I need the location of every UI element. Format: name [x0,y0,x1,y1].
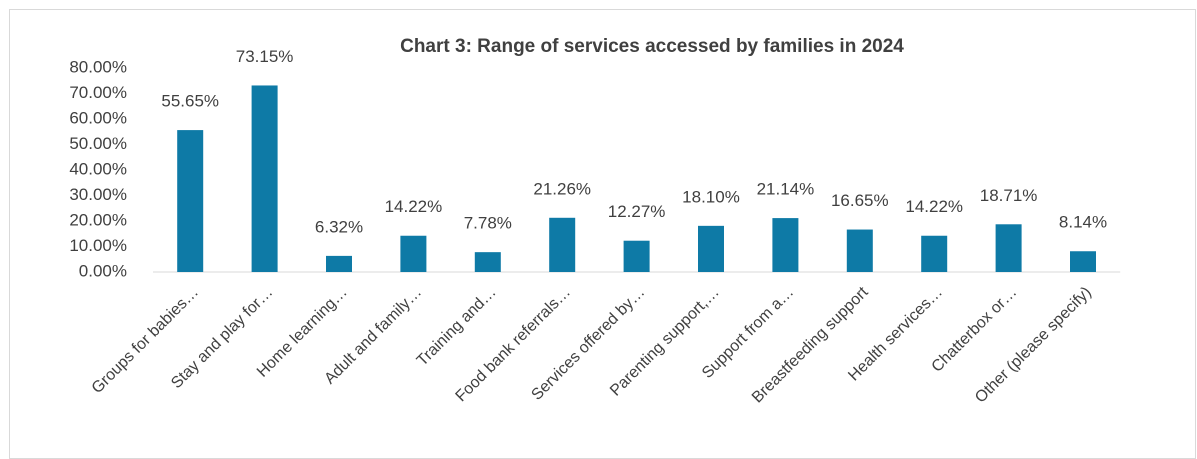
bar [549,217,576,272]
y-tick-label: 0.00% [79,261,127,280]
data-label: 12.27% [608,202,666,221]
bar [995,224,1022,272]
data-label: 6.32% [315,217,363,236]
bar [400,235,427,272]
data-label: 16.65% [831,191,889,210]
bar [326,255,352,272]
bar [623,240,650,272]
data-label: 18.71% [980,186,1038,205]
bar [251,85,278,272]
y-tick-label: 80.00% [69,57,127,76]
data-label: 7.78% [464,214,512,233]
data-label: 73.15% [236,47,294,66]
y-tick-label: 30.00% [69,185,127,204]
data-label: 21.14% [757,180,815,199]
bar [1070,251,1096,272]
bar [698,225,724,272]
bar [772,218,799,272]
y-tick-label: 40.00% [69,159,127,178]
bar [921,235,948,272]
y-tick-label: 50.00% [69,134,127,153]
y-tick-label: 70.00% [69,83,127,102]
data-label: 21.26% [533,179,591,198]
data-label: 14.22% [385,197,443,216]
bar [846,229,873,272]
data-label: 55.65% [161,92,219,111]
data-label: 8.14% [1059,213,1107,232]
bar [177,130,204,272]
chart-title: Chart 3: Range of services accessed by f… [400,36,904,57]
y-tick-label: 20.00% [69,210,127,229]
data-label: 14.22% [905,197,963,216]
y-tick-label: 10.00% [69,236,127,255]
y-tick-label: 60.00% [69,108,127,127]
data-label: 18.10% [682,187,740,206]
bar [474,252,501,272]
